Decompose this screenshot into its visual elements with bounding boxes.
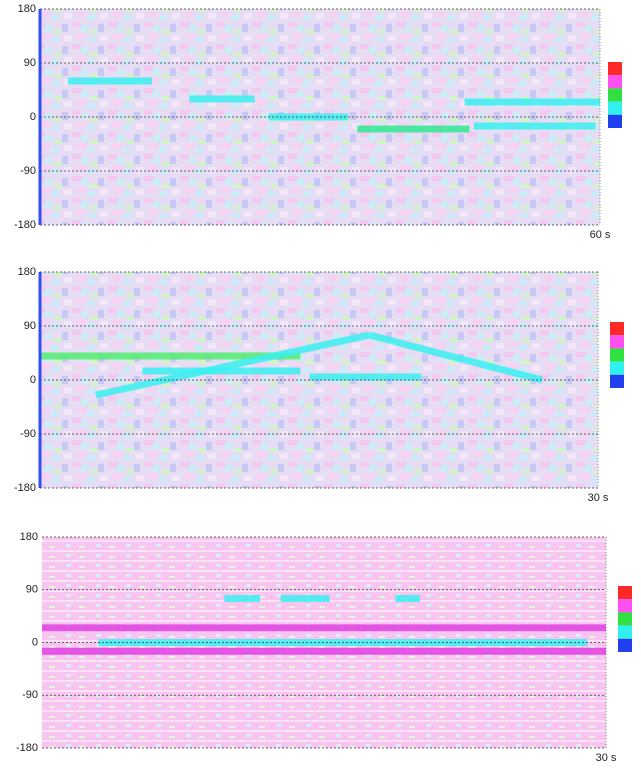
y-tick-label: 90 [24, 320, 36, 332]
colorscale-swatch [618, 612, 632, 626]
colorscale-swatch [618, 625, 632, 639]
colorscale-swatch [610, 335, 624, 349]
y-tick-label: -180 [14, 482, 36, 494]
y-tick-label: 0 [30, 374, 36, 386]
colorscale-swatch [608, 114, 622, 128]
x-tick-label: 30 s [596, 752, 617, 764]
colorscale-swatch [618, 638, 632, 652]
colorscale-swatch [610, 322, 624, 336]
y-tick-label: 0 [32, 636, 38, 648]
y-tick-label: 180 [20, 531, 38, 543]
colorscale-swatch [608, 75, 622, 89]
y-tick-label: 90 [26, 584, 38, 596]
colorscale-swatch [618, 599, 632, 613]
colorscale-swatch [610, 374, 624, 388]
x-tick-label: 60 s [590, 229, 611, 241]
y-tick-label: 0 [30, 111, 36, 123]
colorscale-swatch [610, 361, 624, 375]
y-tick-label: -90 [20, 428, 36, 440]
y-tick-label: 90 [24, 57, 36, 69]
y-tick-label: -180 [16, 742, 38, 754]
colorscale-swatch [610, 348, 624, 362]
doa-track [368, 331, 544, 384]
y-tick-label: -90 [22, 689, 38, 701]
y-tick-label: 180 [18, 3, 36, 15]
y-tick-label: 180 [18, 266, 36, 278]
y-tick-label: -90 [20, 165, 36, 177]
colorscale-swatch [608, 62, 622, 76]
x-tick-label: 30 s [588, 492, 609, 504]
colorscale-swatch [608, 88, 622, 102]
doa-track [95, 331, 370, 399]
colorscale-swatch [608, 101, 622, 115]
colorscale-swatch [618, 586, 632, 600]
y-tick-label: -180 [14, 219, 36, 231]
